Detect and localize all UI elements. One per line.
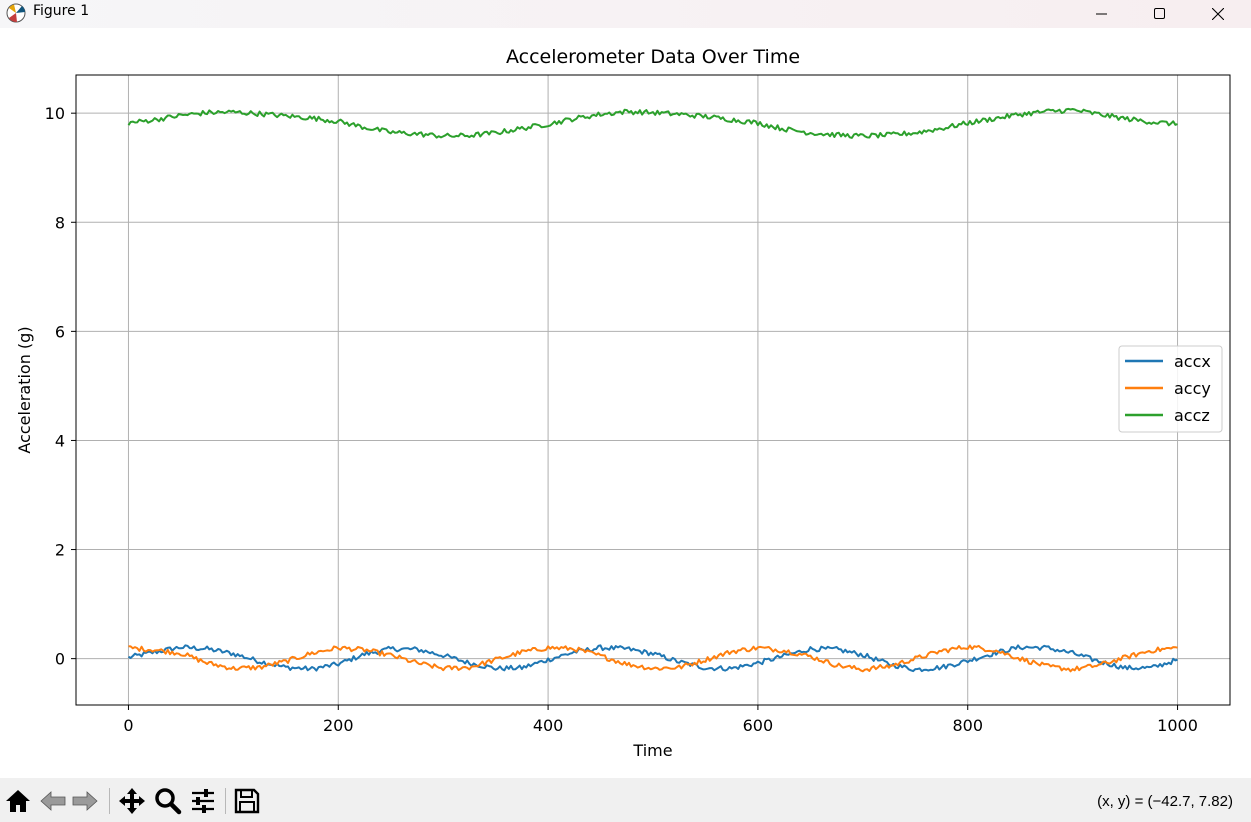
y-tick-label: 10 [45, 104, 65, 123]
back-arrow-icon [40, 791, 66, 811]
toolbar-separator [109, 788, 110, 814]
window-titlebar: Figure 1 [0, 0, 1251, 28]
y-axis-label: Acceleration (g) [15, 326, 34, 453]
navigation-toolbar: (x, y) = (−42.7, 7.82) [0, 778, 1251, 822]
save-button[interactable] [232, 786, 262, 816]
minimize-button[interactable] [1073, 0, 1131, 28]
minimize-icon [1096, 13, 1107, 15]
back-button[interactable] [38, 786, 68, 816]
close-icon [1212, 8, 1224, 20]
series-line-accx [128, 644, 1178, 673]
forward-arrow-icon [72, 791, 98, 811]
x-axis-label: Time [632, 741, 672, 760]
pan-button[interactable] [117, 786, 147, 816]
x-tick-label: 400 [533, 716, 564, 735]
y-tick-label: 4 [55, 431, 65, 450]
legend-box [1118, 345, 1223, 433]
legend-label-accz: accz [1174, 406, 1210, 425]
legend-label-accy: accy [1174, 379, 1211, 398]
grid-lines [76, 75, 1230, 705]
toolbar-separator [225, 788, 226, 814]
close-button[interactable] [1189, 0, 1247, 28]
pan-move-icon [119, 788, 145, 814]
y-tick-label: 6 [55, 322, 65, 341]
y-tick-label: 2 [55, 541, 65, 560]
x-tick-label: 800 [952, 716, 983, 735]
zoom-button[interactable] [153, 786, 183, 816]
matplotlib-logo-icon [6, 3, 26, 23]
axis-ticks: 0 200 400 600 800 1000 0 2 4 6 8 10 [45, 104, 1198, 735]
maximize-button[interactable] [1131, 0, 1189, 28]
configure-subplots-icon [192, 789, 214, 813]
save-floppy-icon [234, 788, 260, 814]
home-button[interactable] [3, 786, 33, 816]
cursor-coordinates: (x, y) = (−42.7, 7.82) [1097, 793, 1233, 810]
series-line-accy [128, 644, 1178, 673]
axes-frame [75, 74, 1231, 706]
x-tick-label: 600 [743, 716, 774, 735]
forward-button[interactable] [70, 786, 100, 816]
y-tick-label: 0 [55, 650, 65, 669]
home-icon [6, 790, 30, 812]
y-tick-label: 8 [55, 213, 65, 232]
configure-subplots-button[interactable] [188, 786, 218, 816]
line-chart: 0 200 400 600 800 1000 0 2 4 6 8 10 Accelerometer D… [15, 46, 1231, 760]
chart-title: Accelerometer Data Over Time [506, 46, 800, 68]
x-tick-label: 0 [123, 716, 133, 735]
plot-series [127, 107, 1178, 673]
legend-label-accx: accx [1174, 352, 1211, 371]
legend: accx accy accz [1118, 345, 1223, 433]
figure-canvas[interactable]: 0 200 400 600 800 1000 0 2 4 6 8 10 Accelerometer D… [0, 28, 1251, 778]
zoom-magnifier-icon [155, 788, 182, 815]
window-title: Figure 1 [33, 3, 90, 19]
x-tick-label: 1000 [1157, 716, 1198, 735]
x-tick-label: 200 [323, 716, 354, 735]
maximize-icon [1154, 8, 1165, 19]
series-line-accz [127, 107, 1178, 139]
